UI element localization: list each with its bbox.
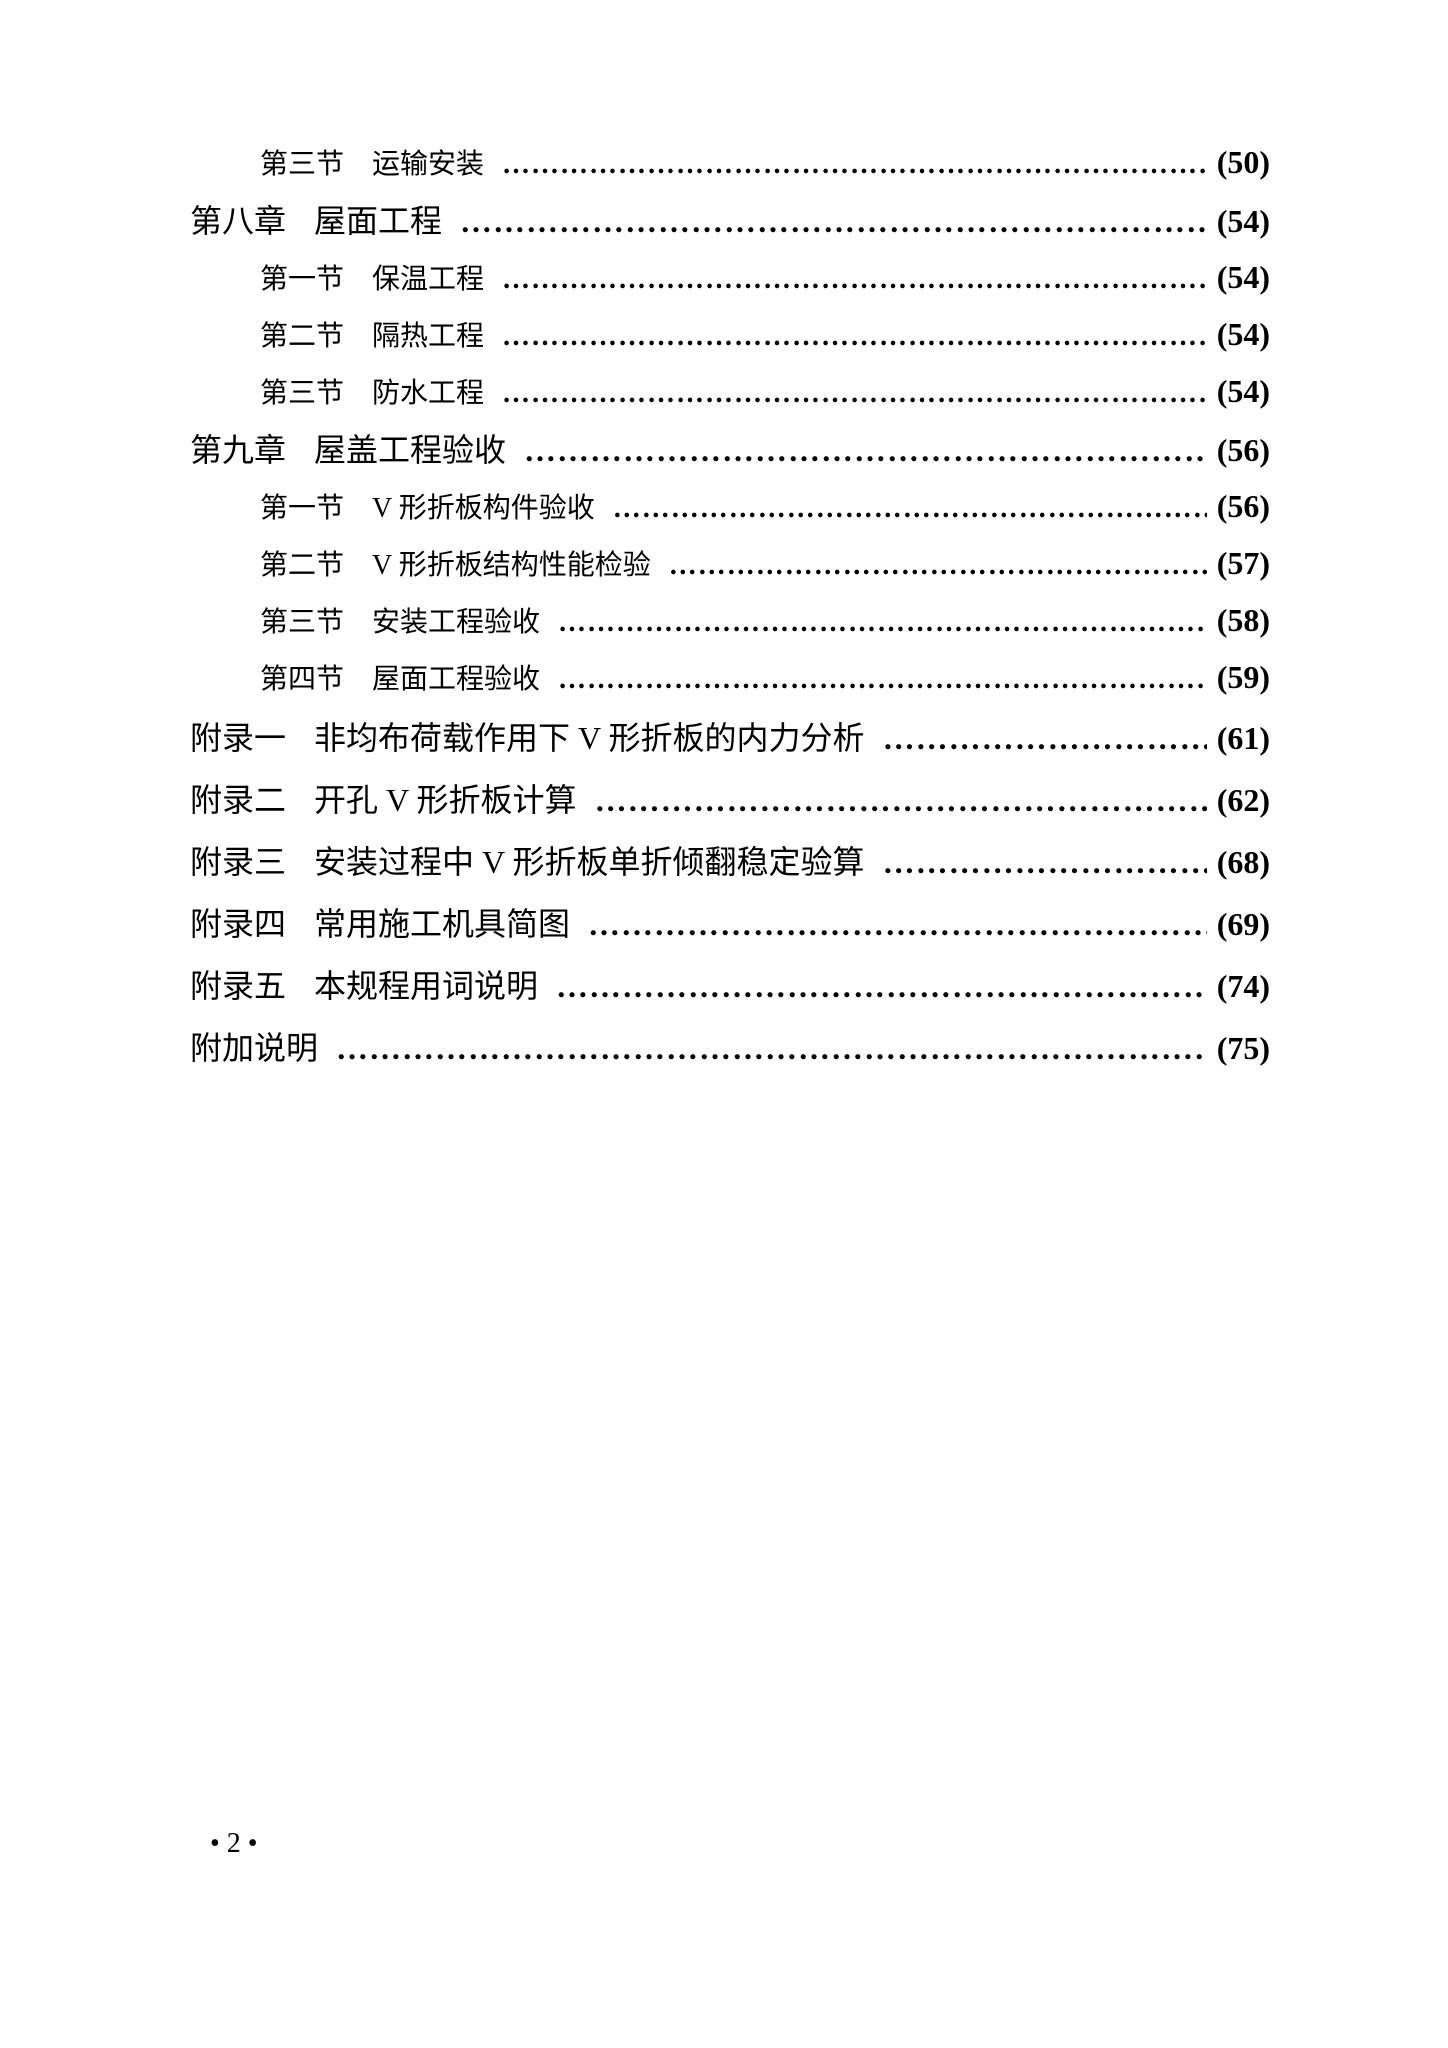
toc-dot-leader: …………………………………………………………………………………………………………… (613, 487, 1207, 531)
toc-entry-page: (56) (1217, 426, 1270, 474)
toc-entry-title: 本规程用词说明 (314, 960, 538, 1012)
toc-entry-page: (69) (1217, 898, 1270, 950)
toc-entry: 第八章屋面工程 ………………………………………………………………………………………… (190, 197, 1270, 245)
toc-entry-title: 安装过程中 V 形折板单折倾翻稳定验算 (314, 836, 865, 888)
toc-entry: 第四节屋面工程验收 …………………………………………………………………………………… (190, 655, 1270, 702)
toc-entry: 附录二开孔 V 形折板计算 ………………………………………………………………………… (190, 774, 1270, 826)
toc-entry-title: 隔热工程 (372, 315, 484, 359)
toc-entry: 第三节防水工程 ………………………………………………………………………………………… (190, 369, 1270, 416)
toc-entry-title: 运输安装 (372, 143, 484, 187)
toc-dot-leader: …………………………………………………………………………………………………………… (502, 143, 1207, 187)
toc-dot-leader: …………………………………………………………………………………………………………… (595, 774, 1207, 826)
toc-entry-title: 屋面工程验收 (372, 658, 540, 702)
toc-entry-page: (62) (1217, 774, 1270, 826)
toc-dot-leader: …………………………………………………………………………………………………………… (669, 544, 1207, 588)
toc-entry-page: (54) (1217, 197, 1270, 245)
toc-entry-title: 常用施工机具简图 (314, 898, 570, 950)
toc-entry-label: 第二节 (260, 544, 344, 588)
toc-dot-leader: …………………………………………………………………………………………………………… (883, 712, 1207, 764)
toc-entry-label: 附录一 (190, 712, 286, 764)
toc-entry-label: 第三节 (260, 143, 344, 187)
toc-entry: 第一节 V 形折板构件验收 …………………………………………………………………………… (190, 484, 1270, 531)
toc-entry-page: (58) (1217, 598, 1270, 642)
toc-entry-title: V 形折板结构性能检验 (372, 544, 651, 588)
toc-entry-label: 第一节 (260, 487, 344, 531)
toc-entry-page: (75) (1217, 1022, 1270, 1074)
toc-entry-label: 第三节 (260, 601, 344, 645)
toc-entry-label: 附加说明 (190, 1022, 318, 1074)
toc-dot-leader: …………………………………………………………………………………………………………… (558, 601, 1207, 645)
toc-entry-page: (61) (1217, 712, 1270, 764)
toc-dot-leader: …………………………………………………………………………………………………………… (336, 1022, 1207, 1074)
toc-dot-leader: …………………………………………………………………………………………………………… (588, 898, 1207, 950)
toc-dot-leader: …………………………………………………………………………………………………………… (502, 372, 1207, 416)
toc-dot-leader: …………………………………………………………………………………………………………… (460, 197, 1207, 245)
toc-entry-label: 第四节 (260, 658, 344, 702)
toc-entry-title: 屋盖工程验收 (314, 426, 506, 474)
toc-dot-leader: …………………………………………………………………………………………………………… (502, 258, 1207, 302)
toc-entry-page: (68) (1217, 836, 1270, 888)
toc-entry-label: 第一节 (260, 258, 344, 302)
toc-entry-page: (56) (1217, 484, 1270, 528)
toc-entry: 第九章屋盖工程验收 …………………………………………………………………………………… (190, 426, 1270, 474)
toc-dot-leader: …………………………………………………………………………………………………………… (558, 658, 1207, 702)
toc-entry-title: 屋面工程 (314, 197, 442, 245)
toc-entry-page: (54) (1217, 255, 1270, 299)
page-number: • 2 • (210, 1828, 258, 1860)
toc-entry: 第三节运输安装 ………………………………………………………………………………………… (190, 140, 1270, 187)
toc-entry-page: (54) (1217, 312, 1270, 356)
toc-entry: 附录三安装过程中 V 形折板单折倾翻稳定验算 ………………………………………………… (190, 836, 1270, 888)
toc-entry: 附录一非均布荷载作用下 V 形折板的内力分析 ………………………………………………… (190, 712, 1270, 764)
toc-entry-title: 防水工程 (372, 372, 484, 416)
toc-entry: 第二节隔热工程 ………………………………………………………………………………………… (190, 312, 1270, 359)
toc-entry-page: (50) (1217, 140, 1270, 184)
toc-entry-page: (74) (1217, 960, 1270, 1012)
toc-entry-label: 附录四 (190, 898, 286, 950)
toc-entry-title: 非均布荷载作用下 V 形折板的内力分析 (314, 712, 865, 764)
toc-entry-label: 附录二 (190, 774, 286, 826)
toc-dot-leader: …………………………………………………………………………………………………………… (524, 426, 1207, 474)
toc-content: 第三节运输安装………………………………………………………………………………………… (190, 140, 1270, 1084)
toc-entry-page: (57) (1217, 541, 1270, 585)
toc-entry-page: (59) (1217, 655, 1270, 699)
toc-entry-label: 第三节 (260, 372, 344, 416)
toc-entry-title: 开孔 V 形折板计算 (314, 774, 577, 826)
toc-entry: 附录五本规程用词说明 ………………………………………………………………………………… (190, 960, 1270, 1012)
toc-entry-label: 第九章 (190, 426, 286, 474)
toc-entry-label: 附录五 (190, 960, 286, 1012)
toc-entry-label: 第二节 (260, 315, 344, 359)
toc-entry: 第三节安装工程验收 …………………………………………………………………………………… (190, 598, 1270, 645)
toc-entry-title: 安装工程验收 (372, 601, 540, 645)
toc-entry: 附录四常用施工机具简图 ……………………………………………………………………………… (190, 898, 1270, 950)
toc-dot-leader: …………………………………………………………………………………………………………… (502, 315, 1207, 359)
toc-entry: 附加说明 ………………………………………………………………………………………………… (190, 1022, 1270, 1074)
toc-entry: 第一节保温工程 ………………………………………………………………………………………… (190, 255, 1270, 302)
toc-entry-label: 第八章 (190, 197, 286, 245)
toc-entry-title: 保温工程 (372, 258, 484, 302)
toc-entry-label: 附录三 (190, 836, 286, 888)
toc-entry-page: (54) (1217, 369, 1270, 413)
toc-entry: 第二节 V 形折板结构性能检验 ……………………………………………………………………… (190, 541, 1270, 588)
toc-entry-title: V 形折板构件验收 (372, 487, 595, 531)
toc-dot-leader: …………………………………………………………………………………………………………… (883, 836, 1207, 888)
toc-dot-leader: …………………………………………………………………………………………………………… (556, 960, 1207, 1012)
